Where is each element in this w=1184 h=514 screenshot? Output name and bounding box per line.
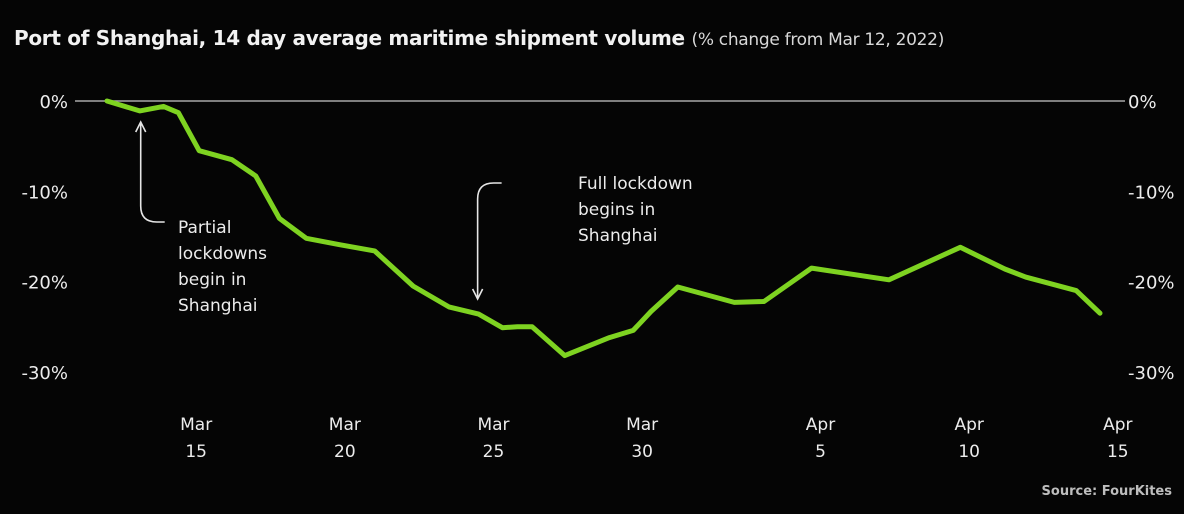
annotation-connector	[476, 182, 502, 298]
x-tick-label-day: 25	[483, 442, 505, 462]
x-axis: Mar 15 Mar 20 Mar 25 Mar 30 Apr 5 Apr 10 Apr 15	[180, 415, 1132, 462]
x-tick-label-month: Mar	[180, 415, 212, 435]
y-tick-label-left: -30%	[21, 363, 68, 384]
series-line	[104, 98, 1103, 359]
x-tick-label-day: 20	[334, 442, 356, 462]
annotation-text-full: Full lockdown	[578, 174, 693, 194]
x-tick-label-month: Apr	[806, 415, 835, 435]
chart-title: Port of Shanghai, 14 day average maritim…	[14, 26, 944, 50]
y-tick-label-right: 0%	[1128, 92, 1157, 113]
annotation-text-partial: Shanghai	[178, 296, 257, 316]
y-tick-label-right: -10%	[1128, 182, 1175, 203]
chart-title-text: Port of Shanghai, 14 day average maritim…	[14, 26, 685, 50]
y-tick-label-left: -10%	[21, 182, 68, 203]
x-tick-label-month: Apr	[1103, 415, 1132, 435]
x-tick-label-month: Apr	[954, 415, 983, 435]
y-tick-label-right: -20%	[1128, 273, 1175, 294]
x-tick-label-day: 15	[185, 442, 207, 462]
y-tick-label-left: -20%	[21, 273, 68, 294]
x-tick-label-day: 30	[631, 442, 653, 462]
annotation-arrowhead	[134, 120, 147, 133]
annotation-text-partial: begin in	[178, 270, 246, 290]
source-note: Source: FourKites	[1041, 484, 1172, 499]
chart-subtitle: (% change from Mar 12, 2022)	[691, 30, 945, 50]
y-axis-right: 0% -10% -20% -30%	[1128, 92, 1175, 384]
annotation-arrowhead	[471, 288, 484, 301]
annotations: Partial lockdowns begin in Shanghai Full loc…	[134, 120, 693, 316]
x-tick-label-day: 10	[958, 442, 980, 462]
y-tick-label-left: 0%	[39, 92, 68, 113]
annotation-text-full: begins in	[578, 200, 655, 220]
x-tick-label-month: Mar	[477, 415, 509, 435]
x-tick-label-day: 5	[815, 442, 826, 462]
y-tick-label-right: -30%	[1128, 363, 1175, 384]
annotation-connector	[139, 124, 165, 223]
annotation-text-partial: lockdowns	[178, 244, 267, 264]
x-tick-label-month: Mar	[626, 415, 658, 435]
x-tick-label-month: Mar	[329, 415, 361, 435]
annotation-text-full: Shanghai	[578, 226, 657, 246]
y-axis-left: 0% -10% -20% -30%	[21, 92, 68, 384]
annotation-text-partial: Partial	[178, 218, 231, 238]
x-tick-label-day: 15	[1107, 442, 1129, 462]
